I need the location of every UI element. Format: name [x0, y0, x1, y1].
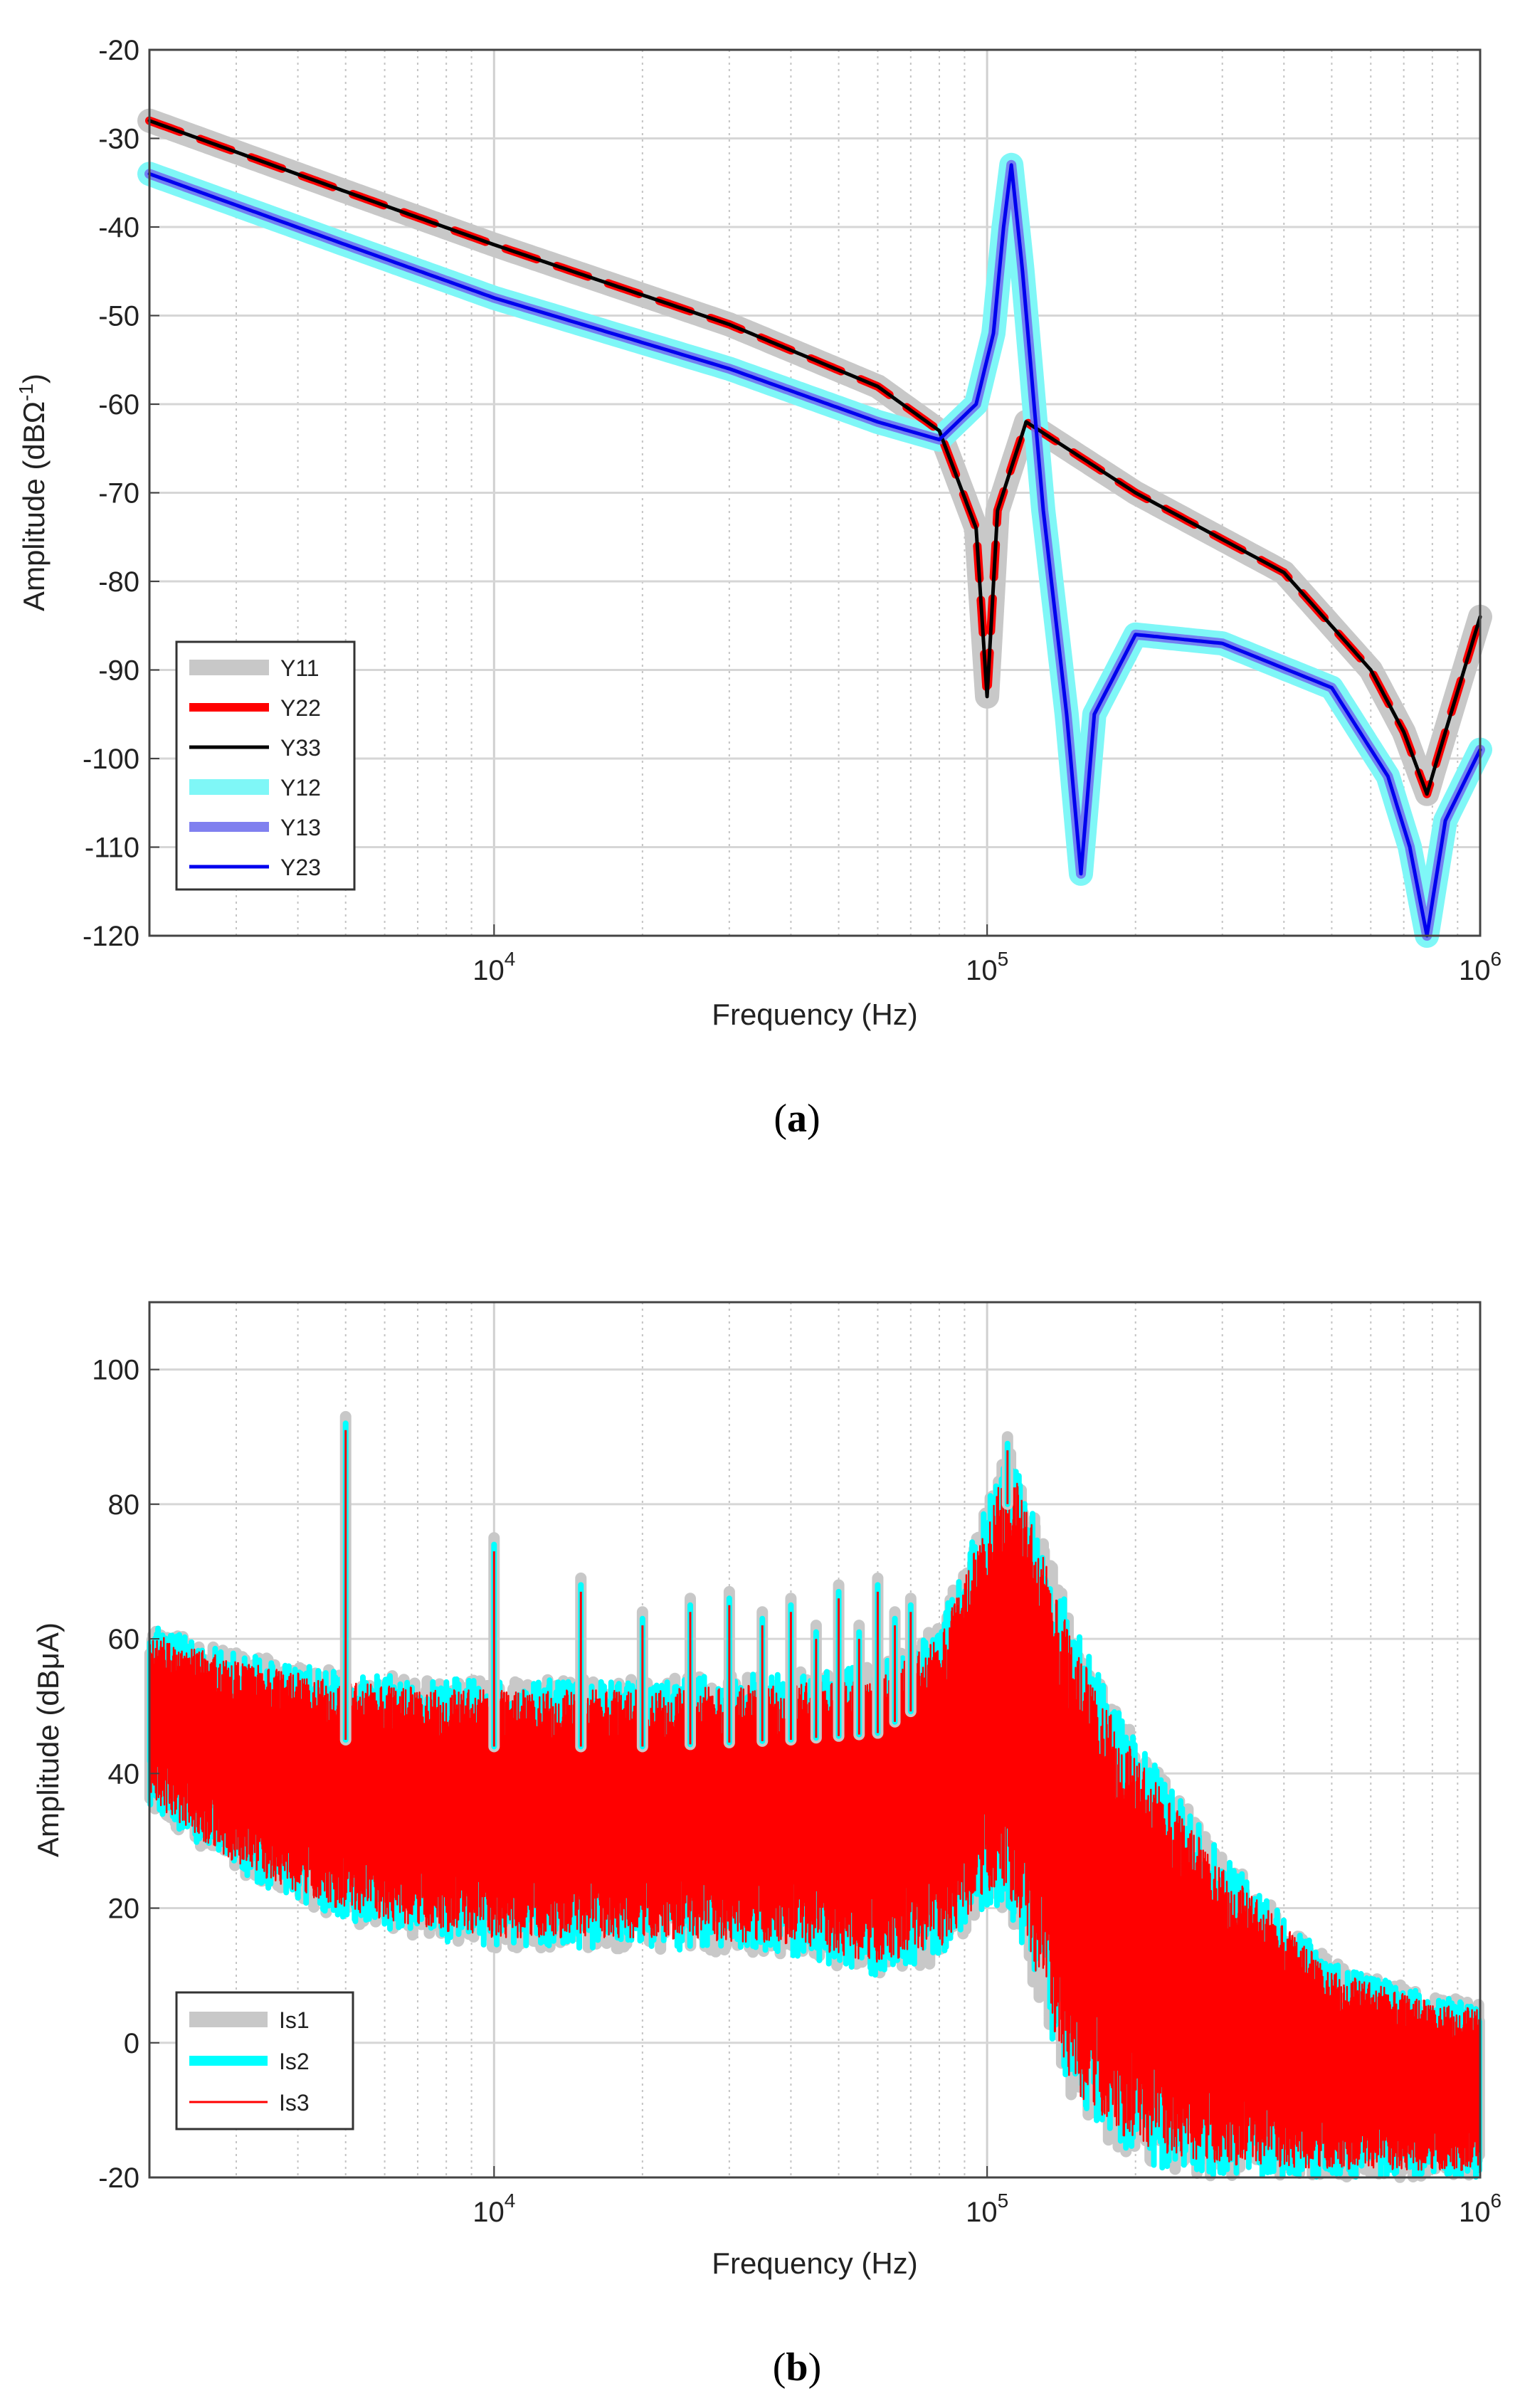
- a-x-tick-base: 10: [966, 955, 998, 986]
- a-y-tick-label: -70: [98, 478, 139, 509]
- b-x-tick-base: 10: [1459, 2197, 1491, 2228]
- b-x-tick-exp: 4: [505, 2190, 516, 2212]
- chart-b-legend: Is1 Is2 Is3: [175, 1991, 354, 2130]
- a-x-tick-exp: 4: [505, 948, 516, 970]
- a-y-tick-label: -50: [98, 301, 139, 332]
- b-x-tick-base: 10: [966, 2197, 998, 2228]
- a-y-tick-label: -80: [98, 566, 139, 598]
- chart-a-legend-box: [175, 640, 356, 891]
- b-x-tick-exp: 6: [1490, 2190, 1501, 2212]
- chart-b-y-ticks: 100 80 60 40 20 0 -20: [92, 1355, 159, 2194]
- a-y-tick-label: -20: [98, 35, 139, 66]
- series-y33-line: [147, 119, 1482, 796]
- a-y-tick-label: -30: [98, 124, 139, 155]
- legend-label-y12: Y12: [280, 775, 321, 801]
- chart-a-series: [137, 108, 1492, 948]
- legend-label-is2: Is2: [279, 2049, 310, 2074]
- legend-label-y13: Y13: [280, 815, 321, 840]
- b-y-tick-label: 0: [124, 2028, 139, 2059]
- a-x-tick-exp: 5: [998, 948, 1009, 970]
- a-y-tick-label: -100: [83, 744, 139, 775]
- chart-a-ylabel-main: Amplitude (dBΩ: [17, 401, 51, 611]
- chart-a-caption: (a): [774, 1097, 820, 1141]
- chart-a-xlabel: Frequency (Hz): [712, 998, 917, 1031]
- b-y-tick-label: 100: [92, 1355, 139, 1386]
- legend-label-y22: Y22: [280, 695, 321, 721]
- a-y-tick-label: -120: [83, 921, 139, 952]
- chart-b-series: [144, 1410, 1485, 2183]
- legend-label-y23: Y23: [280, 855, 321, 880]
- b-y-tick-label: -20: [98, 2163, 139, 2194]
- b-x-tick-label: 106: [1459, 2190, 1501, 2228]
- b-y-tick-label: 20: [108, 1894, 140, 1925]
- chart-b-frame: [148, 1301, 1482, 2179]
- chart-a-legend: Y11 Y22 Y33 Y12 Y13 Y23: [175, 640, 356, 891]
- b-x-tick-exp: 5: [998, 2190, 1009, 2212]
- chart-a-ylabel-close: ): [17, 374, 51, 384]
- b-y-tick-label: 60: [108, 1624, 140, 1655]
- a-y-tick-label: -90: [98, 655, 139, 687]
- b-x-tick-base: 10: [473, 2197, 505, 2228]
- a-x-tick-label: 104: [473, 948, 515, 986]
- chart-a-ylabel: Amplitude (dBΩ-1): [15, 374, 51, 611]
- a-y-tick-label: -60: [98, 389, 139, 421]
- a-x-tick-label: 105: [966, 948, 1008, 986]
- a-y-tick-label: -40: [98, 212, 139, 243]
- chart-a-caption-letter: a: [787, 1097, 807, 1141]
- legend-label-y11: Y11: [280, 655, 320, 681]
- chart-b-xlabel: Frequency (Hz): [712, 2246, 917, 2280]
- chart-b-caption-letter: b: [786, 2345, 808, 2389]
- a-x-tick-label: 106: [1459, 948, 1501, 986]
- legend-label-y33: Y33: [280, 735, 321, 761]
- chart-b-x-ticks: 104 105 106: [473, 2166, 1501, 2228]
- legend-label-is1: Is1: [279, 2007, 310, 2033]
- a-y-tick-label: -110: [85, 833, 139, 864]
- chart-a-x-ticks: 104 105 106: [473, 924, 1501, 986]
- chart-a: -20-30-40-50-60-70-80-90-100-110-120 104…: [15, 35, 1501, 1141]
- a-x-tick-base: 10: [1459, 955, 1491, 986]
- a-x-tick-base: 10: [473, 955, 505, 986]
- legend-label-is3: Is3: [279, 2090, 310, 2116]
- a-x-tick-exp: 6: [1490, 948, 1501, 970]
- b-x-tick-label: 105: [966, 2190, 1008, 2228]
- chart-a-ylabel-sup: -1: [15, 384, 37, 401]
- b-y-tick-label: 80: [108, 1489, 140, 1521]
- chart-b-ylabel: Amplitude (dBμA): [31, 1622, 65, 1857]
- chart-a-y-ticks: -20 -30 -40 -50 -60 -70 -80 -90 -100 -110 -120: [83, 35, 159, 952]
- b-y-tick-label: 40: [108, 1758, 140, 1790]
- chart-b-caption: (b): [773, 2345, 821, 2389]
- series-y23-line: [147, 163, 1482, 938]
- b-x-tick-label: 104: [473, 2190, 515, 2228]
